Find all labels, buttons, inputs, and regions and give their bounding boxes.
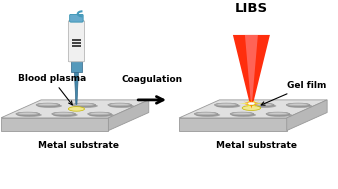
Ellipse shape	[37, 104, 62, 108]
Ellipse shape	[68, 107, 84, 111]
Ellipse shape	[267, 113, 292, 117]
Ellipse shape	[16, 112, 40, 116]
Polygon shape	[233, 35, 270, 104]
Polygon shape	[247, 104, 251, 107]
Ellipse shape	[251, 104, 276, 108]
Polygon shape	[287, 100, 327, 131]
Polygon shape	[252, 100, 256, 103]
Ellipse shape	[286, 103, 310, 107]
Ellipse shape	[55, 112, 73, 114]
Ellipse shape	[52, 112, 75, 116]
Ellipse shape	[91, 112, 108, 114]
Ellipse shape	[289, 104, 307, 105]
Ellipse shape	[250, 103, 274, 107]
Polygon shape	[1, 118, 108, 131]
Ellipse shape	[36, 103, 60, 107]
Polygon shape	[108, 100, 149, 131]
Polygon shape	[250, 105, 252, 109]
Polygon shape	[254, 102, 259, 103]
Ellipse shape	[216, 104, 240, 108]
Ellipse shape	[39, 104, 57, 105]
Polygon shape	[239, 103, 248, 104]
Text: Blood plasma: Blood plasma	[18, 74, 86, 105]
Bar	[71, 61, 82, 72]
Ellipse shape	[217, 104, 235, 105]
Polygon shape	[244, 104, 249, 105]
Bar	[72, 39, 81, 41]
Polygon shape	[74, 72, 78, 104]
Ellipse shape	[197, 112, 215, 114]
FancyBboxPatch shape	[68, 21, 84, 62]
Ellipse shape	[195, 113, 220, 117]
Ellipse shape	[53, 113, 78, 117]
Ellipse shape	[89, 113, 114, 117]
Text: LIBS: LIBS	[235, 2, 268, 15]
Polygon shape	[250, 98, 252, 102]
Ellipse shape	[253, 104, 271, 105]
Ellipse shape	[111, 104, 128, 105]
Ellipse shape	[233, 112, 251, 114]
Text: Metal substrate: Metal substrate	[216, 141, 297, 150]
Polygon shape	[254, 104, 259, 105]
Text: Coagulation: Coagulation	[122, 75, 183, 84]
Polygon shape	[1, 100, 149, 118]
Ellipse shape	[269, 112, 287, 114]
Text: Gel film: Gel film	[261, 81, 326, 105]
Bar	[72, 42, 81, 44]
Ellipse shape	[88, 112, 111, 116]
Polygon shape	[254, 103, 264, 104]
Ellipse shape	[248, 102, 255, 105]
Polygon shape	[179, 118, 287, 131]
Polygon shape	[179, 100, 327, 118]
Text: Metal substrate: Metal substrate	[38, 141, 119, 150]
Ellipse shape	[242, 106, 261, 110]
Ellipse shape	[108, 103, 131, 107]
Polygon shape	[247, 100, 251, 103]
Ellipse shape	[17, 113, 42, 117]
Ellipse shape	[109, 104, 134, 108]
Ellipse shape	[194, 112, 218, 116]
Ellipse shape	[231, 113, 256, 117]
FancyBboxPatch shape	[70, 14, 83, 22]
Ellipse shape	[214, 103, 238, 107]
Ellipse shape	[75, 104, 93, 105]
Bar	[72, 45, 81, 47]
Polygon shape	[244, 102, 249, 103]
Polygon shape	[252, 104, 256, 107]
Ellipse shape	[73, 104, 98, 108]
Ellipse shape	[266, 112, 290, 116]
Ellipse shape	[287, 104, 312, 108]
Polygon shape	[245, 35, 258, 100]
Ellipse shape	[19, 112, 37, 114]
Ellipse shape	[230, 112, 254, 116]
Ellipse shape	[72, 103, 96, 107]
